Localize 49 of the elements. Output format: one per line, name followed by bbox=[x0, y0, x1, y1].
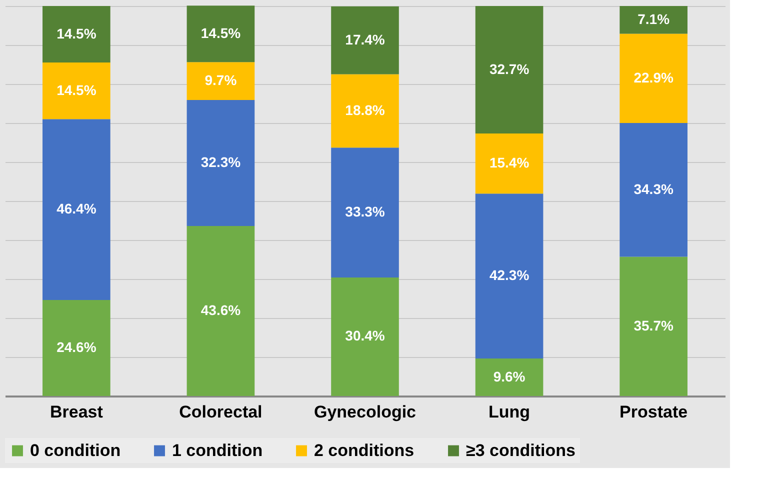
data-label: 15.4% bbox=[489, 154, 530, 171]
data-label: 22.9% bbox=[634, 69, 674, 86]
data-label: 33.3% bbox=[345, 204, 386, 220]
bar bbox=[186, 226, 255, 396]
x-tick-label: Gynecologic bbox=[314, 402, 416, 422]
data-label: 30.4% bbox=[345, 328, 386, 344]
bar bbox=[186, 6, 255, 62]
bar bbox=[331, 6, 399, 74]
bar bbox=[620, 256, 688, 396]
data-label: 14.5% bbox=[56, 25, 97, 42]
data-label: 35.7% bbox=[634, 317, 674, 334]
data-label: 32.7% bbox=[489, 60, 530, 77]
data-label: 14.5% bbox=[56, 82, 97, 98]
x-tick-label: Lung bbox=[488, 402, 530, 422]
bar bbox=[475, 358, 544, 396]
bar bbox=[186, 100, 255, 226]
bar bbox=[42, 62, 110, 120]
bar bbox=[331, 74, 399, 148]
bar bbox=[475, 194, 544, 359]
bar bbox=[42, 119, 110, 300]
data-label: 17.4% bbox=[345, 31, 386, 48]
data-label: 9.6% bbox=[493, 368, 526, 384]
bar bbox=[186, 62, 255, 100]
data-label: 14.5% bbox=[200, 24, 242, 41]
data-label: 34.3% bbox=[634, 180, 674, 197]
data-label: 43.6% bbox=[200, 302, 242, 318]
data-label: 9.7% bbox=[204, 72, 238, 88]
bar bbox=[42, 300, 110, 396]
legend-label: 0 condition bbox=[30, 440, 121, 460]
data-label: 32.3% bbox=[200, 154, 242, 170]
bar bbox=[475, 6, 544, 134]
x-tick-label: Colorectal bbox=[179, 402, 262, 422]
data-label: 24.6% bbox=[56, 339, 97, 356]
x-tick-label: Breast bbox=[50, 402, 104, 422]
bar bbox=[331, 277, 399, 396]
data-label: 42.3% bbox=[489, 267, 530, 284]
x-tick-label: Prostate bbox=[620, 402, 688, 422]
data-label: 7.1% bbox=[638, 10, 670, 27]
bar bbox=[620, 123, 688, 257]
data-label: 46.4% bbox=[56, 200, 97, 217]
bar bbox=[620, 6, 688, 34]
bar bbox=[475, 134, 544, 194]
bar bbox=[620, 34, 688, 123]
bar bbox=[42, 6, 110, 63]
legend-label: 1 condition bbox=[172, 440, 263, 460]
legend-label: 2 conditions bbox=[314, 440, 414, 460]
data-label: 18.8% bbox=[345, 102, 386, 118]
bar bbox=[331, 148, 399, 278]
legend-label: ≥3 conditions bbox=[466, 440, 576, 460]
